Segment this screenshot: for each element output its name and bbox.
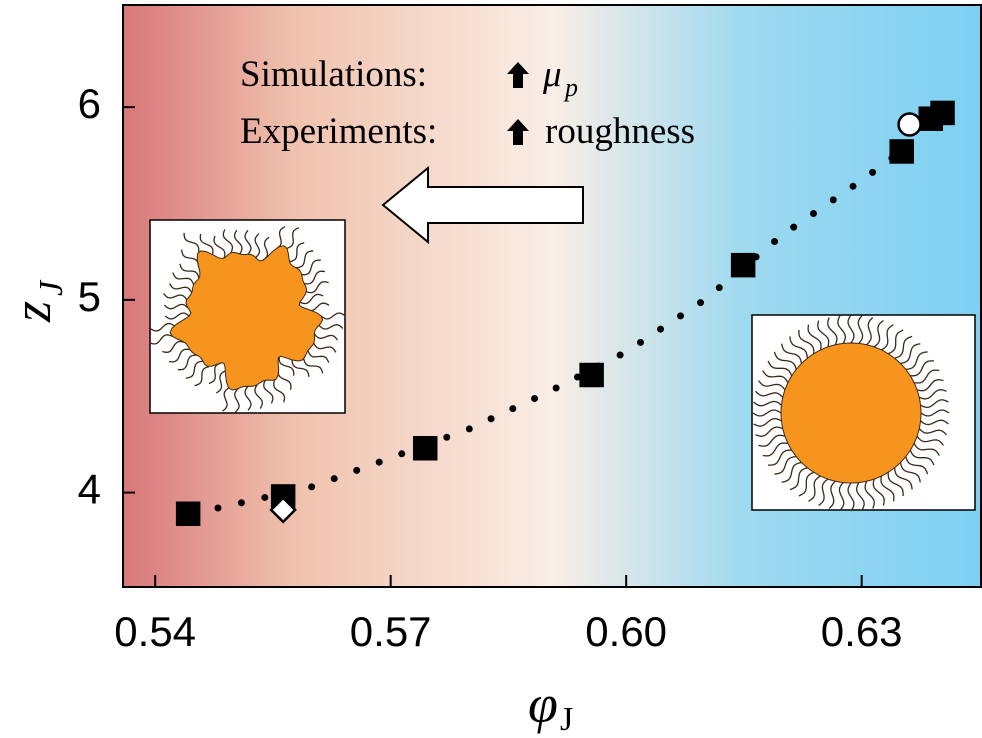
square-point <box>932 102 954 124</box>
circle-point <box>899 113 921 135</box>
square-point <box>732 254 754 276</box>
y-axis-label: z <box>2 301 62 323</box>
x-tick-label: 0.57 <box>350 608 432 655</box>
x-axis-label: φ <box>528 674 558 734</box>
x-axis-label-sub: J <box>560 701 573 738</box>
particle-core <box>781 343 921 483</box>
annotation-symbol-sub: p <box>563 73 578 102</box>
x-tick-label: 0.54 <box>114 608 196 655</box>
x-tick-label: 0.63 <box>821 608 903 655</box>
square-point <box>177 503 199 525</box>
annotation-symbol: μ <box>542 54 562 95</box>
annotation: Experiments: <box>240 111 437 152</box>
annotation: roughness <box>545 111 695 152</box>
annotation: Simulations: <box>240 54 427 95</box>
y-tick-label: 4 <box>78 466 101 513</box>
y-axis-label-group: z J <box>2 279 70 323</box>
square-point <box>891 140 913 162</box>
x-tick-label: 0.60 <box>585 608 667 655</box>
y-axis-label-sub: J <box>33 279 70 296</box>
y-tick-label: 5 <box>78 273 101 320</box>
y-tick-label: 6 <box>78 80 101 127</box>
square-point <box>581 364 603 386</box>
chart: Simulations: μ p Experiments: roughness … <box>0 0 982 738</box>
square-point <box>414 437 436 459</box>
